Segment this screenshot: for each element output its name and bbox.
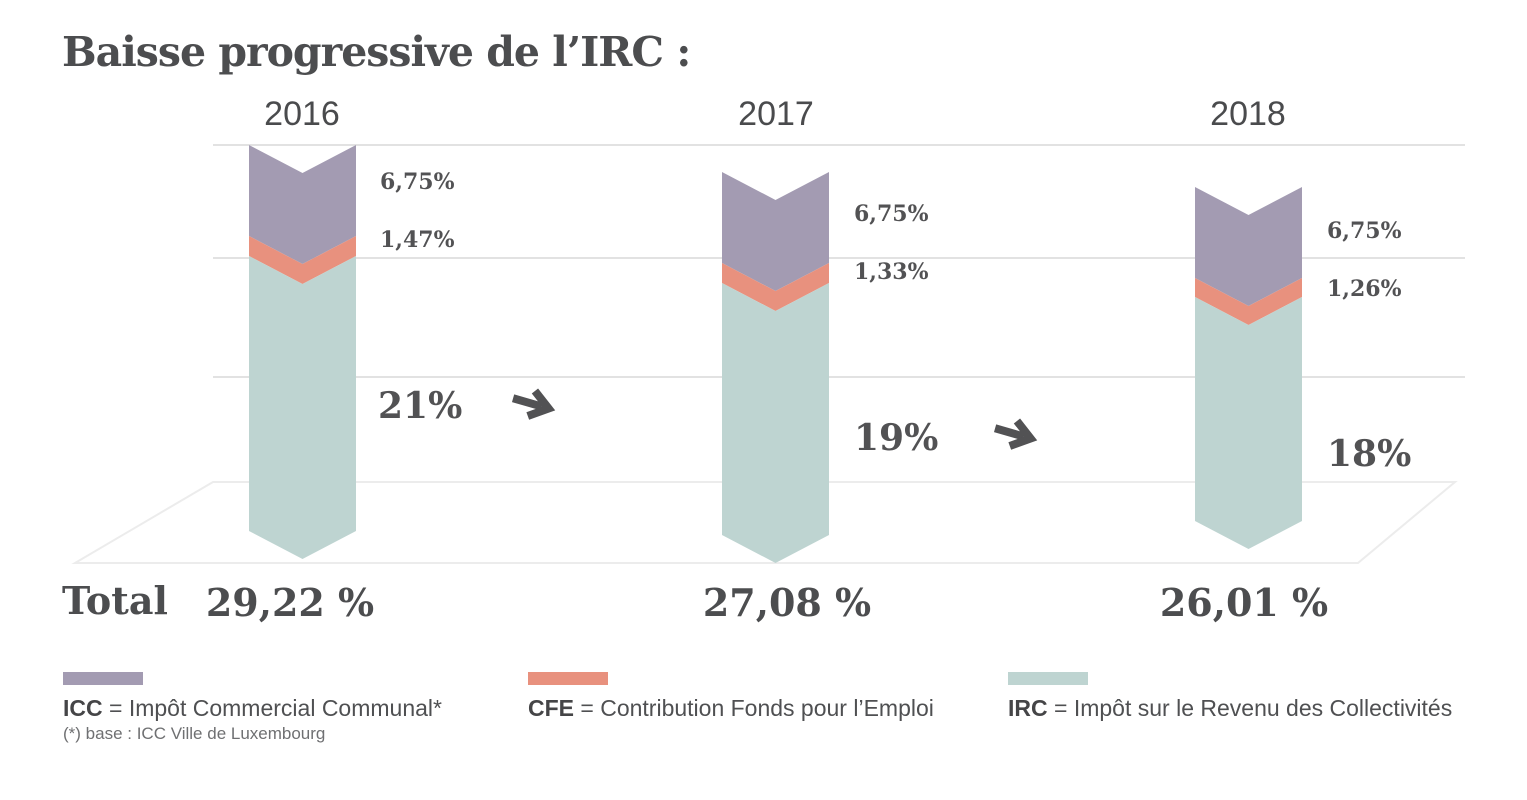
total-label: Total: [62, 578, 168, 623]
segment-2016-irc: [249, 256, 356, 559]
segment-value-label: 6,75%: [1327, 218, 1402, 244]
trend-arrow-icon: [993, 418, 1038, 450]
legend-text: IRC = Impôt sur le Revenu des Collectivi…: [1008, 695, 1478, 722]
segment-2017-irc: [722, 283, 829, 563]
segment-value-label: 6,75%: [380, 169, 455, 195]
irc-rate-label-2018: 18%: [1327, 433, 1412, 475]
irc-rate-label-2016: 21%: [378, 385, 463, 427]
legend-item-cfe: CFE = Contribution Fonds pour l’Emploi: [528, 672, 998, 722]
total-value-2016: 29,22 %: [205, 580, 375, 625]
page-title: Baisse progressive de l’IRC :: [62, 28, 691, 76]
segment-value-label: 1,47%: [380, 227, 455, 253]
year-label-2018: 2018: [1210, 95, 1286, 133]
total-value-2017: 27,08 %: [702, 580, 872, 625]
segment-2018-cfe: [1195, 278, 1302, 325]
irc-rate-label-2017: 19%: [854, 417, 939, 459]
segment-2017-icc: [722, 172, 829, 291]
year-label-2017: 2017: [738, 95, 814, 133]
legend-abbr: ICC: [63, 695, 103, 721]
cfe-color-swatch: [528, 672, 608, 685]
segment-2016-icc: [249, 145, 356, 264]
floor-outline: [71, 481, 1458, 564]
segment-2016-cfe: [249, 236, 356, 284]
icc-color-swatch: [63, 672, 143, 685]
segment-2017-cfe: [722, 263, 829, 311]
segment-2018-irc: [1195, 297, 1302, 549]
segment-value-label: 1,26%: [1327, 276, 1402, 302]
irc-color-swatch: [1008, 672, 1088, 685]
legend-abbr: CFE: [528, 695, 574, 721]
legend-item-irc: IRC = Impôt sur le Revenu des Collectivi…: [1008, 672, 1478, 722]
segment-value-label: 1,33%: [854, 259, 929, 285]
segment-2018-icc: [1195, 187, 1302, 306]
legend-abbr: IRC: [1008, 695, 1048, 721]
year-label-2016: 2016: [264, 95, 340, 133]
segment-value-label: 6,75%: [854, 201, 929, 227]
total-value-2018: 26,01 %: [1159, 580, 1329, 625]
legend-note: (*) base : ICC Ville de Luxembourg: [63, 724, 326, 743]
legend-item-icc: ICC = Impôt Commercial Communal* (*) bas…: [63, 672, 533, 744]
legend-definition: = Impôt sur le Revenu des Collectivités: [1047, 695, 1453, 721]
legend-definition: = Impôt Commercial Communal*: [102, 695, 442, 721]
legend-definition: = Contribution Fonds pour l’Emploi: [574, 695, 934, 721]
trend-arrow-icon: [511, 388, 556, 420]
legend-text: ICC = Impôt Commercial Communal*: [63, 695, 533, 722]
legend-text: CFE = Contribution Fonds pour l’Emploi: [528, 695, 998, 722]
